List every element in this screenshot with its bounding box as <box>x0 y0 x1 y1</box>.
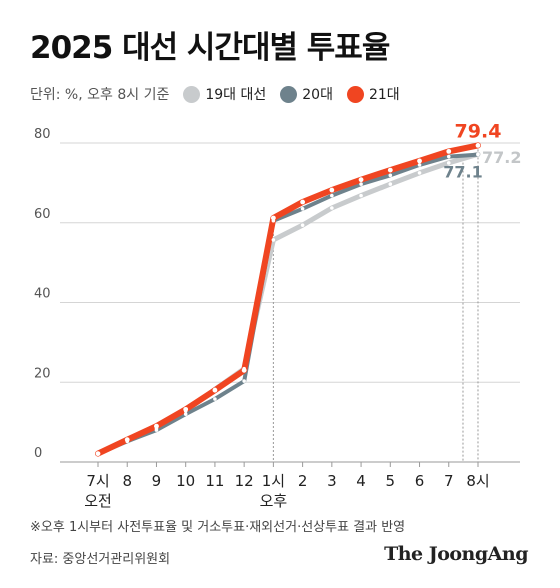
data-point-0 <box>183 409 188 413</box>
data-point-1 <box>476 152 480 157</box>
x-tick-label: 7 <box>444 472 454 490</box>
x-tick-label: 1시 <box>262 472 285 490</box>
data-point-1 <box>183 412 188 416</box>
data-point-1 <box>330 193 334 198</box>
data-point-21 <box>387 167 393 173</box>
series-line-1 <box>96 152 480 456</box>
guide-layer <box>272 145 479 462</box>
data-point-0 <box>417 171 422 175</box>
data-point-21 <box>446 148 452 154</box>
x-tick-label: 10 <box>176 472 195 490</box>
data-point-0 <box>388 182 393 186</box>
data-point-1 <box>388 173 393 178</box>
end-label-19: 77.2 <box>482 148 521 167</box>
end-label-21: 79.4 <box>455 120 502 142</box>
grid-layer: 0 20 40 60 80 <box>34 127 520 467</box>
legend-item-21: 21대 <box>346 84 400 104</box>
legend-label-21: 21대 <box>368 87 400 103</box>
data-point-0 <box>271 238 276 242</box>
footnote: ※오후 1시부터 사전투표율 및 거소투표·재외선거·선상투표 결과 반영 <box>30 520 406 535</box>
y-tick-label: 0 <box>34 446 42 461</box>
data-point-0 <box>446 161 451 165</box>
legend-label-20: 20대 <box>302 87 333 103</box>
legend-item-19: 19대 대선 <box>183 84 266 104</box>
data-point-1 <box>446 154 451 159</box>
end-label-20: 77.1 <box>443 163 482 182</box>
x-tick-label: 2 <box>298 472 308 490</box>
data-point-1 <box>359 182 363 186</box>
data-point-0 <box>330 206 334 210</box>
x-tick-label: 11 <box>205 472 224 490</box>
source-note: 자료: 중앙선거관리위원회 <box>30 552 171 567</box>
series-line-0 <box>95 151 481 457</box>
data-point-0 <box>213 387 217 392</box>
data-point-21 <box>358 177 364 183</box>
x-tick-label: 4 <box>356 472 366 490</box>
legend-item-20: 20대 <box>280 84 333 104</box>
data-point-1 <box>154 428 159 432</box>
data-point-0 <box>359 193 363 198</box>
data-point-21 <box>95 451 101 457</box>
series-line-2 <box>95 142 481 457</box>
x-tick-label: 3 <box>327 472 337 490</box>
legend-dot-21 <box>346 85 364 103</box>
x-tick-label: 12 <box>235 472 254 490</box>
y-tick-label: 40 <box>34 287 51 302</box>
data-point-1 <box>242 379 246 383</box>
x-tick-sublabel: 오전 <box>84 492 112 510</box>
data-point-1 <box>417 163 422 167</box>
y-tick-label: 80 <box>34 127 51 142</box>
legend-label-19: 19대 대선 <box>205 87 267 103</box>
series-layer <box>95 142 481 457</box>
data-point-21 <box>329 187 335 193</box>
x-tick-sublabel: 오후 <box>260 492 288 510</box>
unit-note: 단위: %, 오후 8시 기준 <box>30 87 170 103</box>
data-point-21 <box>417 158 422 164</box>
x-tick-label: 5 <box>386 472 396 490</box>
x-tick-label: 8 <box>122 472 132 490</box>
y-tick-label: 60 <box>34 207 51 222</box>
data-point-21 <box>300 199 306 205</box>
brand-logo: The JoongAng <box>384 543 528 565</box>
y-tick-label: 20 <box>34 366 51 381</box>
data-point-1 <box>125 439 130 444</box>
x-tick-label: 8시 <box>466 472 489 490</box>
x-tick-label: 6 <box>415 472 425 490</box>
data-point-21 <box>475 142 481 148</box>
x-tick-label: 7시 <box>86 472 109 490</box>
chart-title: 2025 대선 시간대별 투표율 <box>30 30 390 66</box>
data-point-1 <box>271 218 276 223</box>
x-tick-label: 9 <box>152 472 162 490</box>
data-point-0 <box>242 366 246 371</box>
data-point-1 <box>213 397 217 401</box>
legend-dot-19 <box>183 85 201 103</box>
legend-dot-20 <box>280 85 298 103</box>
data-point-0 <box>300 223 305 227</box>
data-point-21 <box>270 215 276 221</box>
legend-row: 단위: %, 오후 8시 기준 19대 대선 20대 21대 <box>30 84 400 104</box>
data-point-1 <box>300 206 305 211</box>
